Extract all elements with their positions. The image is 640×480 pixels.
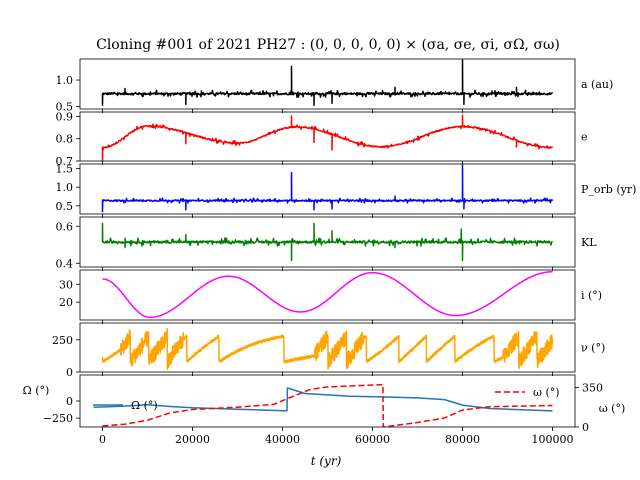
ytick-label: 1.5 xyxy=(56,162,74,175)
plot-area-4 xyxy=(102,271,553,319)
anomaly-line xyxy=(101,327,554,370)
ytick-label: 1.0 xyxy=(56,181,74,194)
panel-5: 0 250 ν (°) xyxy=(52,322,605,379)
series-line-3 xyxy=(101,222,553,262)
panel-3: 0.4 0.6 KL xyxy=(56,216,597,271)
panel-1: 0.7 0.8 0.9 e xyxy=(56,110,588,168)
xtick-label: 0 xyxy=(99,433,106,446)
series-line-2 xyxy=(101,164,554,213)
legend-node-label: Ω (°) xyxy=(131,399,158,412)
ytick-label: 0.4 xyxy=(56,257,74,270)
ytick-label: 0 xyxy=(66,395,73,408)
panel-frame-2 xyxy=(79,163,576,215)
plot-area-2 xyxy=(101,164,554,213)
panel-frame-3 xyxy=(79,216,576,268)
xtick-label: 100000 xyxy=(532,433,574,446)
panel-4: 20 30 i (°) xyxy=(59,269,602,324)
ylabel-0: a (au) xyxy=(581,78,613,91)
ylabel-4: i (°) xyxy=(581,289,602,302)
right-axis-label: ω (°) xyxy=(599,402,626,415)
ytick-label: 250 xyxy=(52,334,73,347)
inclination-line xyxy=(102,271,553,319)
xtick-label: 60000 xyxy=(355,433,390,446)
panel-frame-1 xyxy=(79,111,576,162)
legend-perihelion: ω (°) xyxy=(495,386,560,399)
ylabel-3: KL xyxy=(581,236,597,249)
xtick-label: 80000 xyxy=(445,433,480,446)
plot-area-3 xyxy=(101,222,553,262)
ytick-label: 0.5 xyxy=(56,200,74,213)
plot-area-0 xyxy=(101,59,554,107)
figure-title: Cloning #001 of 2021 PH27 : (0, 0, 0, 0,… xyxy=(96,37,560,53)
ylabel-1: e xyxy=(581,131,588,144)
ytick-label: 1.0 xyxy=(56,74,74,87)
ylabel-2: P_orb (yr) xyxy=(581,183,636,196)
panels: 0.5 1.0 a (au) 0.7 0.8 0.9 e 0.5 1.0 1.5 P_orb (yr… xyxy=(23,58,636,446)
panel-6: 0 350 ω (°) Ω (°) ω (°) −250 0 0 20000 40000 60000… xyxy=(23,374,626,446)
ytick-label: 0.7 xyxy=(56,155,74,168)
node-line xyxy=(93,387,553,412)
plot-area-6 xyxy=(93,383,553,427)
right-ytick-label: 0 xyxy=(582,421,589,434)
plot-area-5 xyxy=(101,327,554,370)
panel-2: 0.5 1.0 1.5 P_orb (yr) xyxy=(56,162,636,218)
xtick-label: 20000 xyxy=(175,433,210,446)
ylabel-5: ν (°) xyxy=(581,342,605,355)
xtick-label: 40000 xyxy=(265,433,300,446)
ytick-label: 0.8 xyxy=(56,133,74,146)
panel-0: 0.5 1.0 a (au) xyxy=(56,58,613,113)
ytick-label: 0.5 xyxy=(56,100,74,113)
series-line-0 xyxy=(101,59,554,107)
panel-frame-5 xyxy=(79,322,576,373)
right-ytick-label: 350 xyxy=(582,381,603,394)
plot-area-1 xyxy=(101,114,554,161)
legend-node: Ω (°) xyxy=(93,399,158,412)
series-line-1 xyxy=(101,114,554,161)
panel-frame-4 xyxy=(79,269,576,321)
x-axis-label: t (yr) xyxy=(311,454,342,468)
ytick-label: 30 xyxy=(59,278,73,291)
legend-perihelion-label: ω (°) xyxy=(533,386,560,399)
ylabel-node: Ω (°) xyxy=(23,384,50,397)
ytick-label: 0.6 xyxy=(56,220,74,233)
panel-frame-0 xyxy=(79,58,576,110)
perihelion-line xyxy=(102,383,553,427)
ytick-label: 0 xyxy=(66,366,73,379)
ytick-label: −250 xyxy=(43,412,73,425)
ytick-label: 0.9 xyxy=(56,110,74,123)
ytick-label: 20 xyxy=(59,296,73,309)
